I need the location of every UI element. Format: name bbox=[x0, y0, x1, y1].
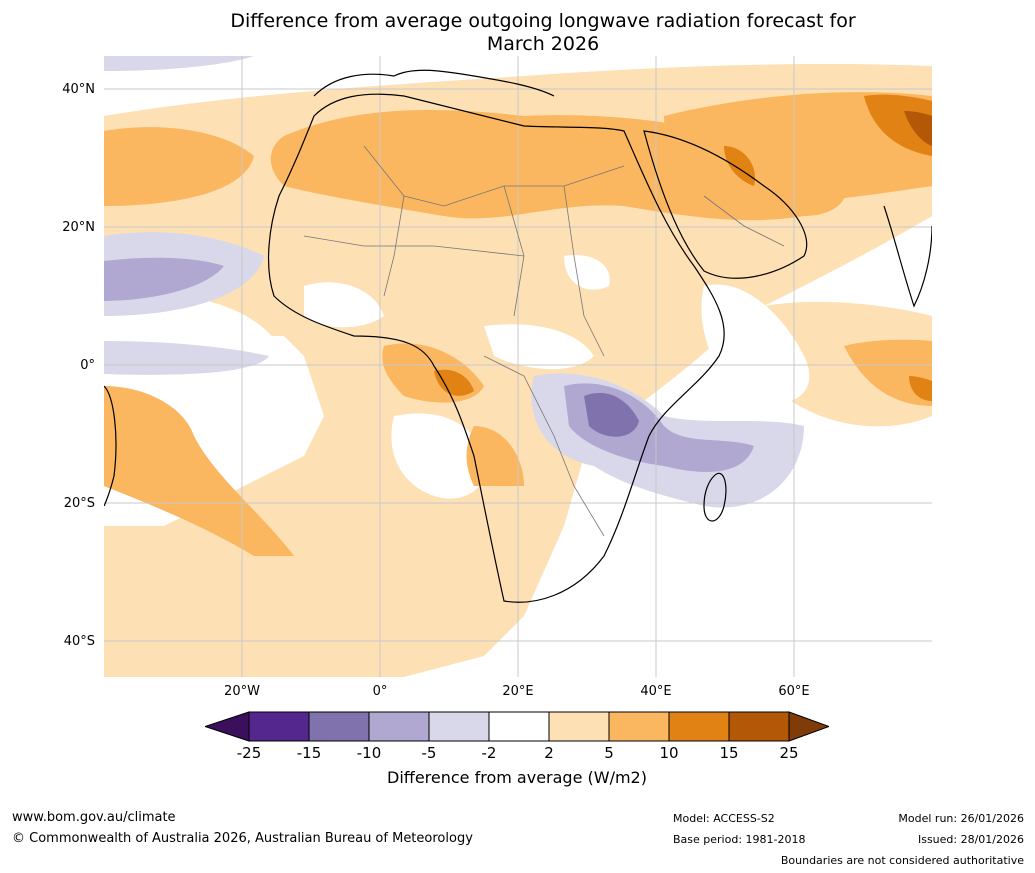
website-link[interactable]: www.bom.gov.au/climate bbox=[12, 810, 176, 825]
field-lavender-north bbox=[104, 56, 254, 71]
coast-arabia bbox=[643, 130, 808, 279]
field-orange-kalahari bbox=[466, 426, 524, 486]
colorbar-title: Difference from average (W/m2) bbox=[387, 768, 647, 787]
colorbar-tick: -5 bbox=[421, 744, 437, 762]
colorbar-bin-2-5 bbox=[548, 711, 610, 742]
field-brown-iran bbox=[904, 111, 932, 146]
title-line-2: March 2026 bbox=[486, 33, 600, 55]
colorbar-tick: -15 bbox=[296, 744, 322, 762]
colorbar-tick: -25 bbox=[236, 744, 262, 762]
map-svg bbox=[104, 56, 932, 677]
country-borders bbox=[303, 145, 785, 537]
lon-label-0: 0° bbox=[372, 684, 388, 699]
field-orange-atlantic-north bbox=[104, 127, 254, 206]
copyright: © Commonwealth of Australia 2026, Austra… bbox=[12, 831, 473, 846]
base-period: Base period: 1981-2018 bbox=[673, 833, 806, 846]
lon-label-20w: 20°W bbox=[224, 684, 260, 699]
lat-label-20n: 20°N bbox=[62, 220, 95, 235]
field-purple-atlantic bbox=[104, 257, 224, 301]
lat-label-40s: 40°S bbox=[63, 634, 95, 649]
colorbar-bin-m5-m2 bbox=[428, 711, 490, 742]
colorbar-bin-m10-m5 bbox=[368, 711, 430, 742]
colorbar-tick: 10 bbox=[659, 744, 679, 762]
anomaly-fields bbox=[104, 56, 932, 677]
field-white-indian bbox=[701, 284, 810, 404]
coast-africa bbox=[267, 93, 725, 603]
colorbar-tick: 2 bbox=[544, 744, 554, 762]
colorbar-tick: 25 bbox=[779, 744, 799, 762]
field-white-atlantic-south bbox=[391, 413, 486, 499]
colorbar-bin-15-25 bbox=[728, 711, 790, 742]
colorbar-tick: -2 bbox=[481, 744, 497, 762]
colorbar-bin-m2-2 bbox=[488, 711, 550, 742]
coastlines bbox=[104, 69, 932, 603]
colorbar-tick: 15 bbox=[719, 744, 739, 762]
colorbar bbox=[205, 711, 829, 742]
lat-label-0: 0° bbox=[80, 358, 95, 373]
model-name: Model: ACCESS-S2 bbox=[673, 812, 775, 825]
field-white-congo bbox=[484, 324, 594, 370]
disclaimer: Boundaries are not considered authoritat… bbox=[780, 854, 1024, 867]
title-line-1: Difference from average outgoing longwav… bbox=[230, 10, 856, 32]
field-dark-orange-guinea bbox=[434, 369, 474, 396]
lat-label-40n: 40°N bbox=[62, 82, 95, 97]
lat-label-20s: 20°S bbox=[63, 496, 95, 511]
colorbar-extend-high bbox=[788, 711, 829, 742]
field-orange-arabia bbox=[664, 92, 932, 206]
model-run: Model run: 26/01/2026 bbox=[898, 812, 1024, 825]
colorbar-tick: -10 bbox=[356, 744, 382, 762]
field-white-sahel bbox=[304, 282, 384, 328]
colorbar-bin-m25-m15 bbox=[248, 711, 310, 742]
map-panel[interactable] bbox=[104, 56, 932, 677]
lon-label-60e: 60°E bbox=[778, 684, 810, 699]
field-dark-orange-east bbox=[909, 376, 932, 401]
coast-europe bbox=[313, 69, 555, 97]
field-orange-atlantic-south bbox=[104, 386, 294, 556]
field-dark-purple-east-africa bbox=[584, 392, 639, 437]
colorbar-extend-low bbox=[205, 711, 250, 742]
field-orange-indian-east bbox=[844, 339, 932, 406]
field-dark-orange-saudi bbox=[724, 146, 755, 186]
issued-date: Issued: 28/01/2026 bbox=[917, 833, 1024, 846]
coast-india bbox=[883, 205, 932, 308]
colorbar-bin-m15-m10 bbox=[308, 711, 370, 742]
coast-south-america bbox=[104, 385, 117, 507]
chart-title: Difference from average outgoing longwav… bbox=[100, 10, 986, 56]
field-dark-orange-iran bbox=[864, 94, 932, 156]
colorbar-bin-10-15 bbox=[668, 711, 730, 742]
colorbar-bin-5-10 bbox=[608, 711, 670, 742]
graticule bbox=[104, 56, 932, 677]
lon-label-20e: 20°E bbox=[502, 684, 534, 699]
lon-label-40e: 40°E bbox=[640, 684, 672, 699]
colorbar-tick: 5 bbox=[604, 744, 614, 762]
field-lavender-equator bbox=[104, 341, 269, 375]
coast-madagascar bbox=[703, 472, 727, 522]
